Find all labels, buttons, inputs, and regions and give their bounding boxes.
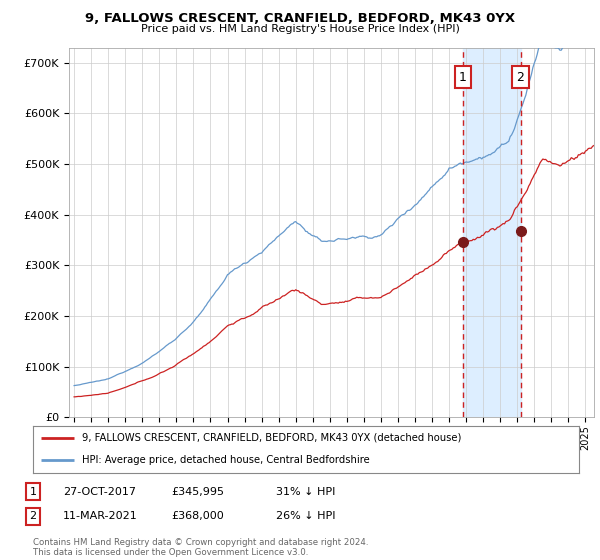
Text: 31% ↓ HPI: 31% ↓ HPI (276, 487, 335, 497)
Text: 2: 2 (29, 511, 37, 521)
Text: 1: 1 (459, 71, 467, 83)
Text: £345,995: £345,995 (171, 487, 224, 497)
Text: 2: 2 (517, 71, 524, 83)
Text: 1: 1 (29, 487, 37, 497)
Text: 9, FALLOWS CRESCENT, CRANFIELD, BEDFORD, MK43 0YX (detached house): 9, FALLOWS CRESCENT, CRANFIELD, BEDFORD,… (82, 433, 461, 443)
Text: £368,000: £368,000 (171, 511, 224, 521)
Text: 9, FALLOWS CRESCENT, CRANFIELD, BEDFORD, MK43 0YX: 9, FALLOWS CRESCENT, CRANFIELD, BEDFORD,… (85, 12, 515, 25)
Text: Contains HM Land Registry data © Crown copyright and database right 2024.
This d: Contains HM Land Registry data © Crown c… (33, 538, 368, 557)
Text: 27-OCT-2017: 27-OCT-2017 (63, 487, 136, 497)
Text: Price paid vs. HM Land Registry's House Price Index (HPI): Price paid vs. HM Land Registry's House … (140, 24, 460, 34)
Text: HPI: Average price, detached house, Central Bedfordshire: HPI: Average price, detached house, Cent… (82, 455, 370, 465)
Bar (463, 48, 521, 417)
Text: 26% ↓ HPI: 26% ↓ HPI (276, 511, 335, 521)
Text: 11-MAR-2021: 11-MAR-2021 (63, 511, 138, 521)
